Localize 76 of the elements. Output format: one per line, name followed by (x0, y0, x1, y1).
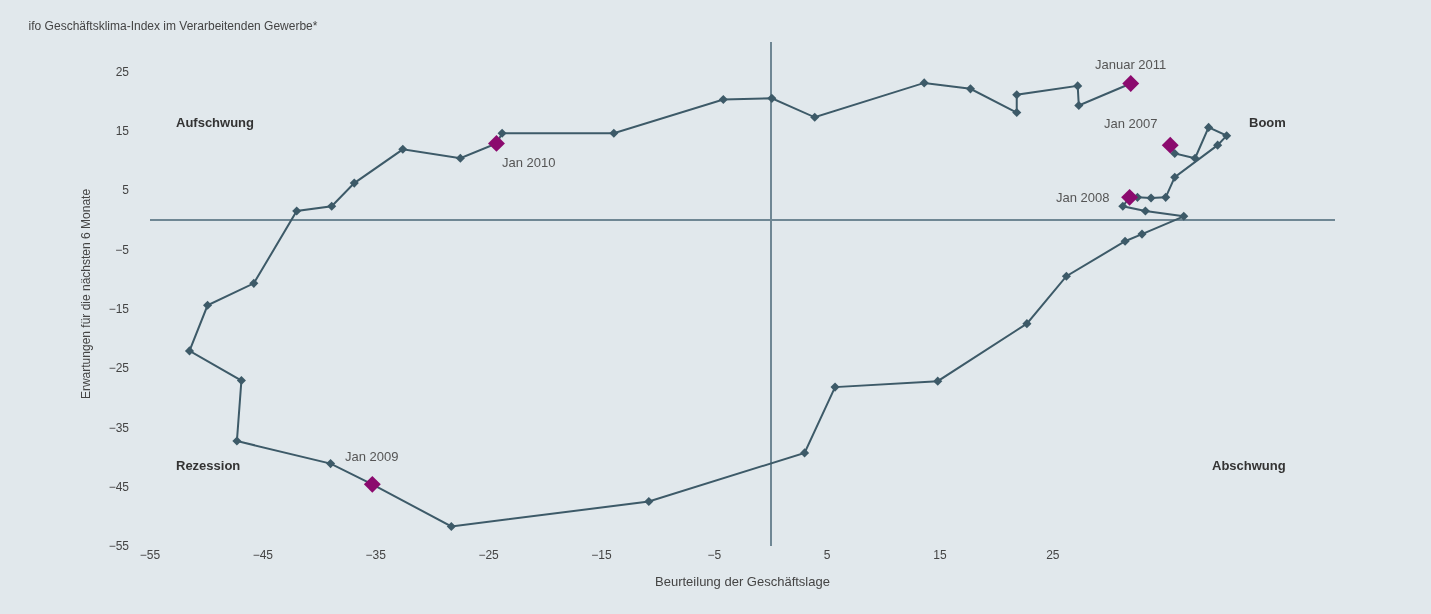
point (767, 93, 777, 103)
point (965, 84, 976, 94)
y-tick-label: −45 (108, 479, 130, 494)
point (203, 300, 213, 310)
point (1022, 319, 1032, 329)
point (1118, 201, 1128, 211)
point (327, 201, 337, 211)
annotation: Abschwung (1212, 458, 1286, 473)
point (232, 436, 242, 446)
y-axis-title: Erwartungen für die nächsten 6 Monate (78, 188, 93, 400)
point (1137, 229, 1147, 239)
point (446, 521, 456, 531)
y-tick-label: 15 (115, 124, 130, 139)
point (1161, 192, 1171, 202)
annotation: Jan 2009 (345, 449, 399, 464)
point (349, 178, 359, 188)
point (1222, 131, 1232, 141)
point (1161, 136, 1179, 154)
annotation: Boom (1249, 115, 1286, 130)
x-tick-label: 25 (1046, 548, 1060, 562)
point (1146, 193, 1156, 203)
point (1074, 100, 1084, 110)
point (184, 346, 195, 356)
point (644, 496, 654, 507)
point (800, 448, 810, 458)
point (1121, 188, 1139, 206)
annotation: Jan 2008 (1056, 190, 1110, 205)
y-tick-label: −35 (108, 420, 130, 435)
point (249, 278, 259, 288)
point (497, 128, 507, 138)
point (1122, 75, 1140, 92)
point (326, 459, 336, 469)
point (1120, 236, 1130, 246)
x-tick-label: 5 (823, 548, 831, 562)
point (830, 382, 840, 392)
x-tick-label: 15 (933, 548, 947, 562)
point (933, 376, 943, 386)
point (1170, 148, 1180, 159)
x-axis-title: Beurteilung der Geschäftslage (655, 573, 830, 589)
point (1213, 140, 1223, 150)
annotation: Aufschwung (176, 115, 255, 130)
y-tick-label: −5 (115, 242, 130, 257)
point (488, 134, 505, 152)
x-tick-label: −55 (139, 548, 161, 562)
point (810, 112, 820, 122)
chart-title: ifo Geschäftsklima-Index im Verarbeitenden Gewerbe* (28, 18, 318, 33)
point (1179, 211, 1189, 221)
point (1170, 172, 1180, 182)
point (363, 475, 381, 493)
point (1190, 153, 1200, 163)
point (1204, 122, 1214, 132)
point (1012, 90, 1022, 100)
x-tick-label: −45 (252, 548, 274, 562)
point (1012, 108, 1022, 118)
y-tick-label: 5 (122, 183, 130, 198)
y-tick-label: −15 (108, 302, 130, 317)
annotation: Rezession (176, 458, 241, 473)
point (455, 153, 465, 163)
x-tick-label: −15 (591, 548, 612, 562)
y-tick-label: 25 (115, 64, 130, 79)
x-tick-label: −25 (478, 548, 500, 562)
point (718, 94, 728, 105)
x-tick-label: −5 (707, 548, 722, 562)
x-tick-label: −35 (365, 548, 387, 562)
point (292, 206, 302, 216)
annotation: Januar 2011 (1095, 57, 1167, 72)
point (609, 128, 619, 138)
point (236, 376, 246, 386)
point (398, 144, 408, 154)
point (1140, 206, 1150, 216)
annotation: Jan 2010 (502, 155, 556, 170)
point (1061, 271, 1071, 281)
point (1073, 81, 1083, 91)
annotation: Jan 2007 (1104, 116, 1158, 131)
point (919, 78, 929, 88)
y-tick-label: −25 (108, 361, 130, 376)
